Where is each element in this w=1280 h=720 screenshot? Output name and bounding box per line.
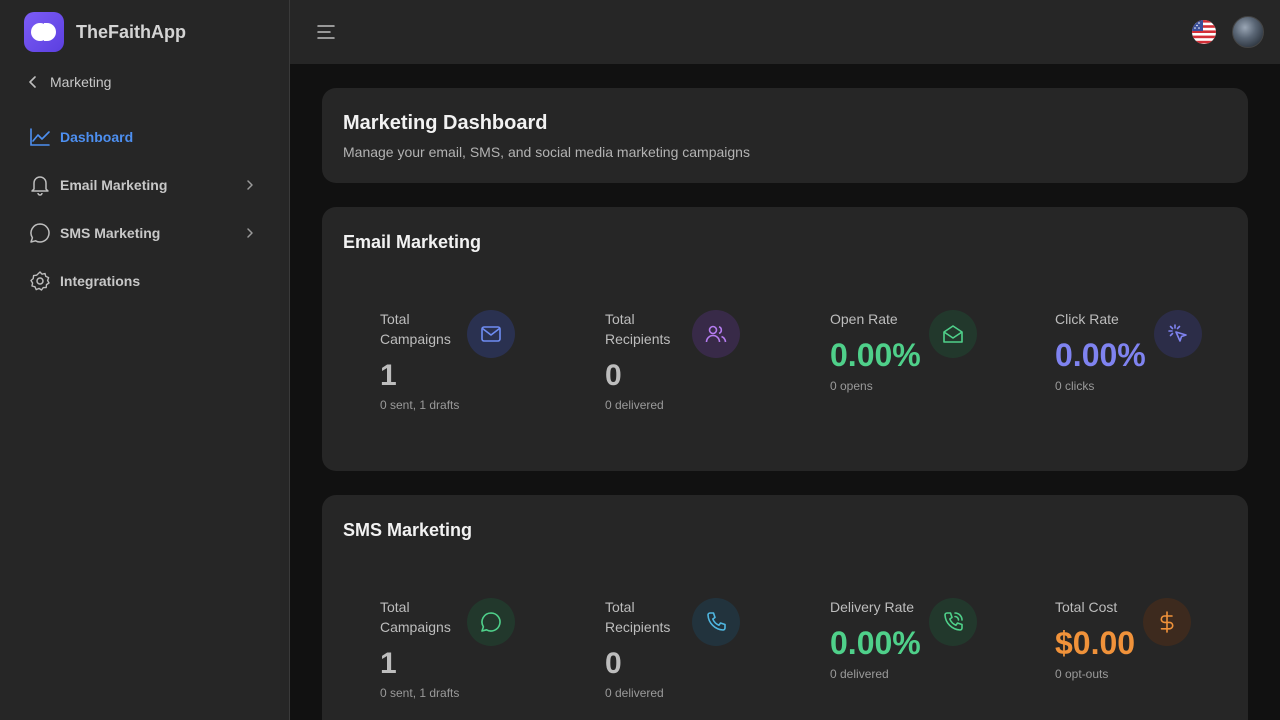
chevron-left-icon <box>28 70 50 94</box>
hamburger-icon[interactable] <box>316 22 336 42</box>
sidebar-item-dashboard[interactable]: Dashboard <box>28 123 268 151</box>
stat-label: Total Cost <box>1055 599 1118 615</box>
chat-icon <box>467 598 515 646</box>
stat-sub: 0 delivered <box>605 398 664 412</box>
stat-label: Open Rate <box>830 311 898 327</box>
section-title: SMS Marketing <box>343 520 473 540</box>
phone-call-icon <box>929 598 977 646</box>
stat-label: Total Campaigns <box>380 599 451 635</box>
section-title: Email Marketing <box>343 232 482 252</box>
stat-sub: 0 sent, 1 drafts <box>380 398 460 412</box>
stat-value: 0 <box>605 359 622 392</box>
sidebar-item-label: Email Marketing <box>60 177 168 193</box>
stat-email-click-rate: Click Rate 0.00% 0 clicks <box>1055 309 1255 419</box>
mail-icon <box>467 310 515 358</box>
dollar-icon <box>1143 598 1191 646</box>
us-flag-icon[interactable] <box>1192 20 1216 44</box>
sidebar-item-label: Integrations <box>60 273 141 289</box>
back-label: Marketing <box>50 74 112 90</box>
chevron-right-icon <box>242 177 258 193</box>
sidebar-item-integrations[interactable]: Integrations <box>28 267 268 295</box>
stat-value: 0.00% <box>1055 337 1146 373</box>
stat-value: 0.00% <box>830 625 921 661</box>
stat-sub: 0 opt-outs <box>1055 667 1109 681</box>
stat-label: Click Rate <box>1055 311 1119 327</box>
page-subtitle: Manage your email, SMS, and social media… <box>343 144 750 160</box>
stat-sub: 0 sent, 1 drafts <box>380 686 460 700</box>
users-icon <box>692 310 740 358</box>
chart-line-icon <box>28 125 52 149</box>
phone-icon <box>692 598 740 646</box>
user-avatar[interactable] <box>1232 16 1264 48</box>
stat-sub: 0 opens <box>830 379 873 393</box>
brand[interactable]: TheFaithApp <box>24 12 186 52</box>
brand-logo-icon <box>24 12 64 52</box>
gear-icon <box>28 269 52 293</box>
back-to-marketing[interactable]: Marketing <box>24 70 111 94</box>
stat-label: Total Recipients <box>605 311 671 347</box>
stat-sub: 0 delivered <box>830 667 889 681</box>
stat-value: $0.00 <box>1055 625 1136 661</box>
stat-sms-total-recipients: Total Recipients 0 0 delivered <box>605 597 805 707</box>
cursor-click-icon <box>1154 310 1202 358</box>
stat-value: 0.00% <box>830 337 921 373</box>
page-title: Marketing Dashboard <box>343 112 548 134</box>
stat-sms-delivery-rate: Delivery Rate 0.00% 0 delivered <box>830 597 1030 707</box>
sidebar: TheFaithApp Marketing Dashboard Email Ma… <box>0 0 290 720</box>
stat-label: Total Recipients <box>605 599 671 635</box>
email-marketing-card: Email Marketing Total Campaigns 1 0 sent… <box>322 207 1248 471</box>
sidebar-item-label: Dashboard <box>60 129 134 145</box>
stat-sub: 0 delivered <box>605 686 664 700</box>
bell-icon <box>28 173 52 197</box>
chevron-right-icon <box>242 225 258 241</box>
stat-email-open-rate: Open Rate 0.00% 0 opens <box>830 309 1030 419</box>
stat-sms-total-campaigns: Total Campaigns 1 0 sent, 1 drafts <box>380 597 580 707</box>
sidebar-item-label: SMS Marketing <box>60 225 161 241</box>
dashboard-header-card: Marketing Dashboard Manage your email, S… <box>322 88 1248 183</box>
stat-email-total-campaigns: Total Campaigns 1 0 sent, 1 drafts <box>380 309 580 419</box>
stat-label: Total Campaigns <box>380 311 451 347</box>
stat-value: 1 <box>380 359 397 392</box>
stat-label: Delivery Rate <box>830 599 915 615</box>
stat-value: 1 <box>380 647 397 680</box>
brand-name: TheFaithApp <box>76 21 186 42</box>
sms-marketing-card: SMS Marketing Total Campaigns 1 0 sent, … <box>322 495 1248 720</box>
stat-email-total-recipients: Total Recipients 0 0 delivered <box>605 309 805 419</box>
sidebar-item-email-marketing[interactable]: Email Marketing <box>28 171 268 199</box>
stat-value: 0 <box>605 647 622 680</box>
mail-open-icon <box>929 310 977 358</box>
sidebar-item-sms-marketing[interactable]: SMS Marketing <box>28 219 268 247</box>
chat-bubble-icon <box>28 221 52 245</box>
topbar <box>290 0 1280 64</box>
stat-sub: 0 clicks <box>1055 379 1095 393</box>
stat-sms-total-cost: Total Cost $0.00 0 opt-outs <box>1055 597 1255 707</box>
